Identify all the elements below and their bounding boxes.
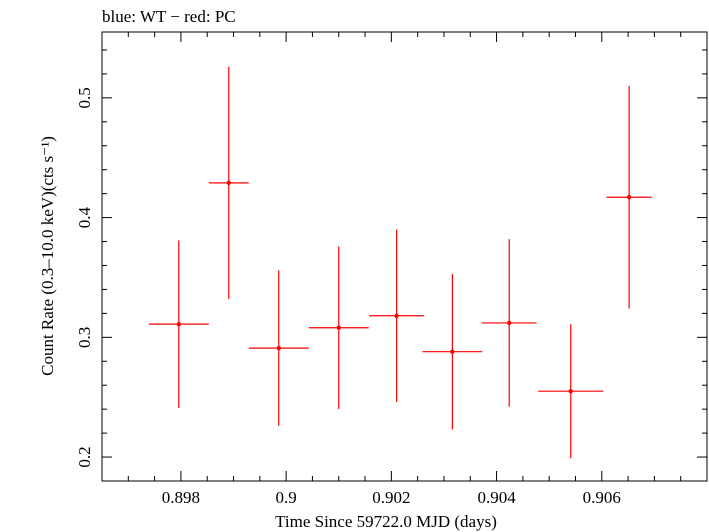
x-tick-label: 0.898 (162, 488, 200, 507)
data-point (308, 246, 369, 410)
x-tick-label: 0.9 (276, 488, 297, 507)
x-tick-label: 0.906 (583, 488, 621, 507)
data-marks (148, 66, 652, 459)
y-tick-label: 0.5 (75, 87, 94, 108)
y-axis-ticks: 0.2 0.3 0.4 0.5 (75, 49, 707, 482)
y-tick-label: 0.4 (75, 206, 94, 228)
data-marker (336, 325, 341, 330)
data-marker (394, 313, 399, 318)
x-axis-ticks: 0.898 0.9 0.902 0.904 0.906 (101, 32, 708, 507)
x-tick-label: 0.904 (477, 488, 516, 507)
data-point (248, 270, 309, 426)
x-tick-label: 0.902 (372, 488, 410, 507)
data-marker (626, 195, 632, 200)
x-axis-label: Time Since 59722.0 MJD (days) (275, 512, 497, 531)
plot-frame (101, 31, 708, 482)
data-marker (506, 320, 512, 326)
y-tick-label: 0.3 (75, 327, 94, 348)
data-point (538, 324, 604, 459)
chart-title: blue: WT − red: PC (102, 7, 236, 26)
y-axis-label: Count Rate (0.3–10.0 keV)(cts s⁻¹) (38, 136, 57, 376)
data-point (208, 66, 249, 300)
data-marker (568, 389, 573, 394)
data-marker (450, 349, 455, 354)
data-point (422, 273, 483, 430)
data-marker (276, 345, 281, 351)
data-point (481, 239, 537, 407)
data-point (148, 240, 209, 408)
data-point (369, 229, 424, 402)
data-marker (226, 180, 231, 186)
y-tick-label: 0.2 (75, 446, 94, 467)
data-marker (176, 321, 182, 327)
data-point (606, 85, 652, 309)
